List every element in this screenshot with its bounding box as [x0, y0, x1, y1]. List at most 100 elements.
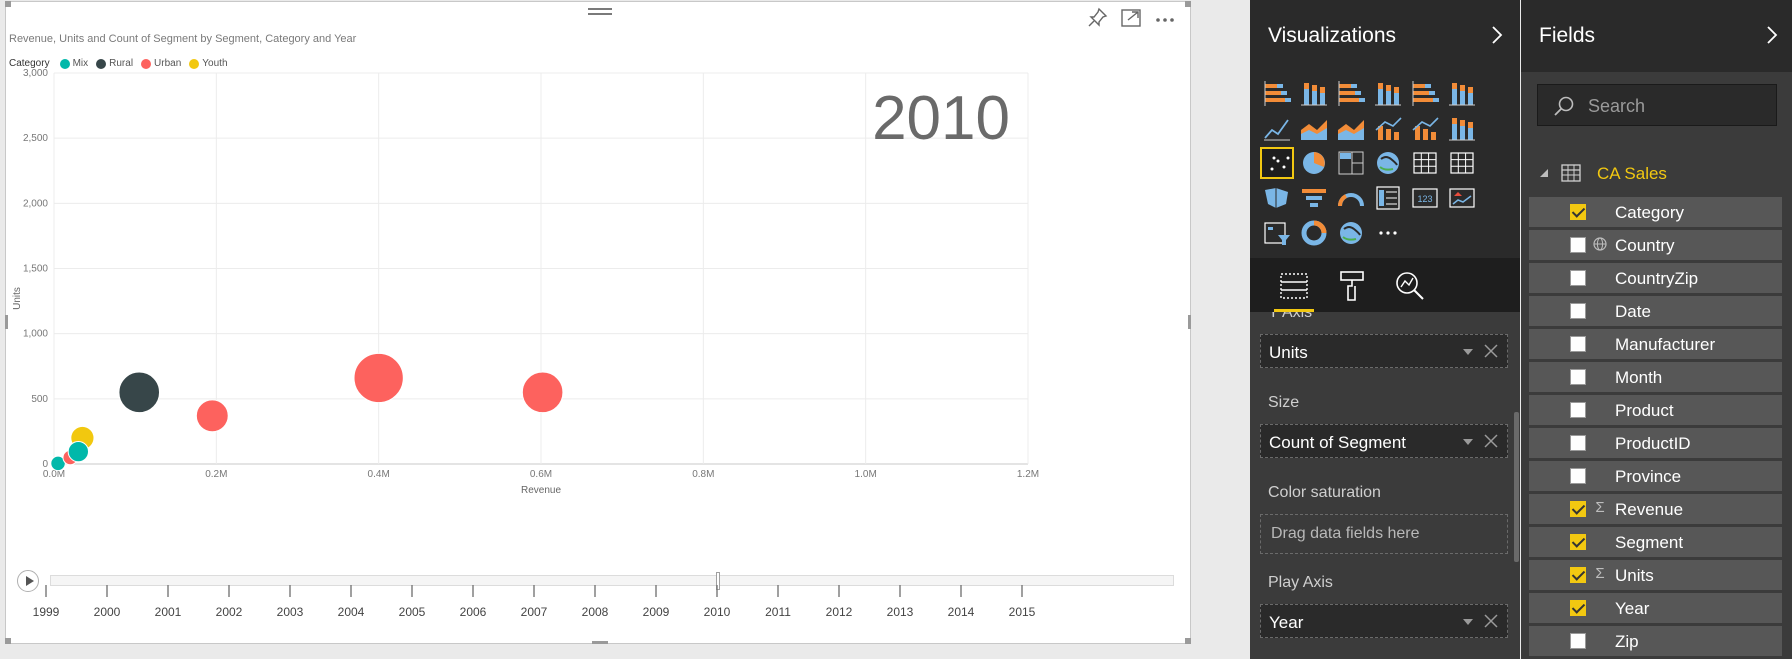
- scatter-point-urban[interactable]: [195, 399, 229, 433]
- play-axis-year-label[interactable]: 2012: [826, 605, 853, 619]
- play-axis-year-label[interactable]: 2006: [460, 605, 487, 619]
- line-chart-icon[interactable]: [1260, 112, 1294, 144]
- line-stacked-column-icon[interactable]: [1371, 112, 1405, 144]
- search-input[interactable]: [1586, 93, 1770, 119]
- play-axis-year-label[interactable]: 2002: [216, 605, 243, 619]
- remove-field-icon[interactable]: [1483, 433, 1499, 449]
- stacked-area-icon[interactable]: [1334, 112, 1368, 144]
- resize-handle[interactable]: [5, 315, 8, 329]
- scatter-point-urban[interactable]: [521, 371, 564, 414]
- play-axis-year-label[interactable]: 2011: [765, 605, 791, 619]
- remove-field-icon[interactable]: [1483, 613, 1499, 629]
- clustered-column-icon[interactable]: [1371, 77, 1405, 109]
- color-saturation-drop-zone[interactable]: Drag data fields here: [1260, 514, 1508, 554]
- field-checkbox[interactable]: [1570, 600, 1586, 616]
- field-manufacturer[interactable]: Manufacturer: [1529, 329, 1782, 359]
- scatter-chart-icon[interactable]: [1260, 147, 1294, 179]
- scatter-point-urban[interactable]: [353, 352, 404, 404]
- field-checkbox[interactable]: [1570, 369, 1586, 385]
- y-axis-field[interactable]: Units: [1260, 334, 1508, 368]
- play-axis-year-label[interactable]: 2005: [399, 605, 426, 619]
- matrix-icon[interactable]: [1445, 147, 1479, 179]
- filled-map-icon[interactable]: [1260, 182, 1294, 214]
- multi-row-card-icon[interactable]: [1371, 182, 1405, 214]
- 100-stacked-bar-icon[interactable]: [1408, 77, 1442, 109]
- kpi-icon[interactable]: [1445, 182, 1479, 214]
- field-year[interactable]: Year: [1529, 593, 1782, 623]
- table-ca-sales[interactable]: CA Sales: [1521, 158, 1792, 188]
- fields-tab-icon[interactable]: [1274, 266, 1314, 312]
- field-checkbox[interactable]: [1570, 204, 1586, 220]
- field-checkbox[interactable]: [1570, 534, 1586, 550]
- collapse-fields-chevron-icon[interactable]: [1765, 24, 1779, 46]
- field-units[interactable]: Σ Units: [1529, 560, 1782, 590]
- chevron-down-icon[interactable]: [1463, 439, 1473, 445]
- play-axis-year-label[interactable]: 2010: [704, 605, 731, 619]
- format-tab-icon[interactable]: [1332, 266, 1372, 306]
- resize-handle[interactable]: [5, 1, 11, 7]
- pie-chart-icon[interactable]: [1297, 147, 1331, 179]
- field-checkbox[interactable]: [1570, 402, 1586, 418]
- ribbon-chart-icon[interactable]: [1445, 112, 1479, 144]
- legend-item-urban[interactable]: Urban: [141, 58, 181, 69]
- field-country[interactable]: Country: [1529, 230, 1782, 260]
- clustered-bar-icon[interactable]: [1334, 77, 1368, 109]
- resize-handle[interactable]: [592, 641, 608, 644]
- resize-handle[interactable]: [1185, 638, 1191, 644]
- wells-scrollbar[interactable]: [1512, 312, 1520, 659]
- scatter-point-rural[interactable]: [118, 371, 161, 414]
- globe-map-icon[interactable]: [1334, 217, 1368, 249]
- field-checkbox[interactable]: [1570, 567, 1586, 583]
- remove-field-icon[interactable]: [1483, 343, 1499, 359]
- focus-mode-icon[interactable]: [1118, 6, 1144, 30]
- play-axis-thumb[interactable]: [716, 572, 720, 590]
- funnel-icon[interactable]: [1297, 182, 1331, 214]
- resize-handle[interactable]: [1188, 315, 1191, 329]
- table-icon[interactable]: [1408, 147, 1442, 179]
- more-visuals-icon[interactable]: [1371, 217, 1405, 249]
- 100-stacked-column-icon[interactable]: [1445, 77, 1479, 109]
- field-product[interactable]: Product: [1529, 395, 1782, 425]
- slicer-icon[interactable]: [1260, 217, 1294, 249]
- play-axis-year-label[interactable]: 2013: [887, 605, 914, 619]
- scatter-visual[interactable]: Revenue, Units and Count of Segment by S…: [5, 1, 1191, 644]
- legend-item-rural[interactable]: Rural: [96, 58, 133, 69]
- field-date[interactable]: Date: [1529, 296, 1782, 326]
- collapse-visualizations-chevron-icon[interactable]: [1490, 24, 1504, 46]
- play-axis-field[interactable]: Year: [1260, 604, 1508, 638]
- stacked-bar-icon[interactable]: [1260, 77, 1294, 109]
- map-icon[interactable]: [1371, 147, 1405, 179]
- search-box[interactable]: [1537, 84, 1777, 126]
- resize-handle[interactable]: [1185, 1, 1191, 7]
- line-clustered-column-icon[interactable]: [1408, 112, 1442, 144]
- resize-handle[interactable]: [5, 638, 11, 644]
- area-chart-icon[interactable]: [1297, 112, 1331, 144]
- field-category[interactable]: Category: [1529, 197, 1782, 227]
- stacked-column-icon[interactable]: [1297, 77, 1331, 109]
- legend-item-youth[interactable]: Youth: [189, 58, 228, 69]
- field-revenue[interactable]: Σ Revenue: [1529, 494, 1782, 524]
- field-checkbox[interactable]: [1570, 501, 1586, 517]
- chevron-down-icon[interactable]: [1463, 349, 1473, 355]
- play-axis-year-label[interactable]: 1999: [33, 605, 60, 619]
- gauge-icon[interactable]: [1334, 182, 1368, 214]
- legend-item-mix[interactable]: Mix: [59, 58, 88, 69]
- field-checkbox[interactable]: [1570, 435, 1586, 451]
- field-checkbox[interactable]: [1570, 237, 1586, 253]
- analytics-tab-icon[interactable]: [1390, 266, 1430, 306]
- field-checkbox[interactable]: [1570, 303, 1586, 319]
- field-productid[interactable]: ProductID: [1529, 428, 1782, 458]
- play-axis-year-label[interactable]: 2014: [948, 605, 975, 619]
- play-axis-year-label[interactable]: 2015: [1009, 605, 1036, 619]
- play-axis-year-label[interactable]: 2003: [277, 605, 304, 619]
- play-axis-year-label[interactable]: 2007: [521, 605, 548, 619]
- scatter-chart[interactable]: 0 500 1,000 1,500 2,000 2,500 3,000 0.0M 0.2M 0.4…: [6, 2, 1192, 562]
- play-axis-year-label[interactable]: 2001: [155, 605, 182, 619]
- donut-chart-icon[interactable]: [1297, 217, 1331, 249]
- collapse-triangle-icon[interactable]: [1539, 168, 1549, 178]
- pin-icon[interactable]: [1084, 6, 1110, 30]
- chevron-down-icon[interactable]: [1463, 619, 1473, 625]
- play-axis-year-label[interactable]: 2009: [643, 605, 670, 619]
- field-checkbox[interactable]: [1570, 468, 1586, 484]
- field-month[interactable]: Month: [1529, 362, 1782, 392]
